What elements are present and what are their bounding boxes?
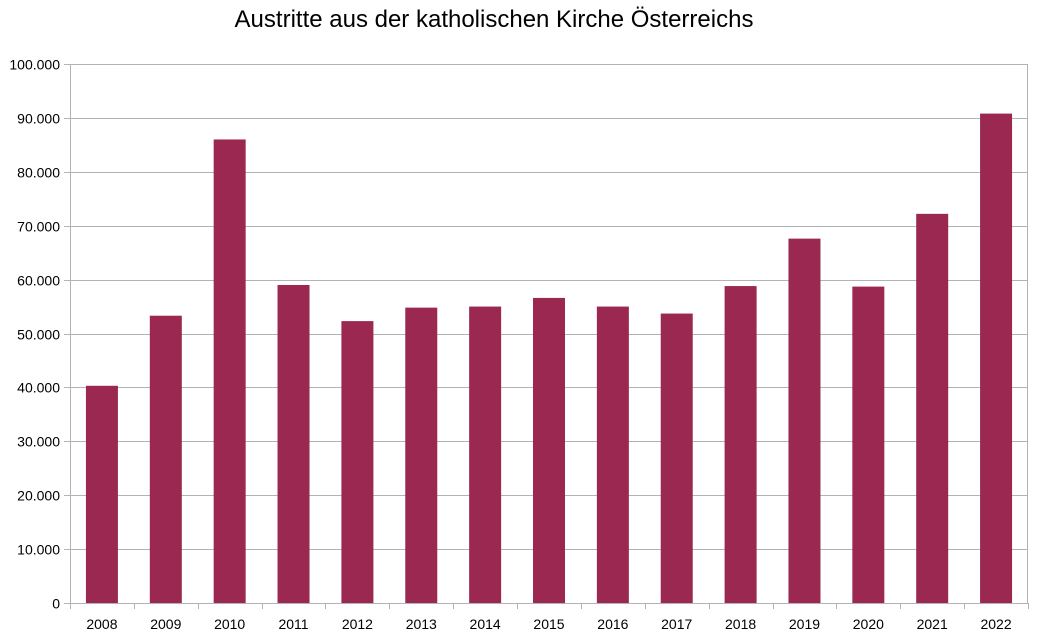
bar xyxy=(469,306,502,603)
y-tick-label: 60.000 xyxy=(17,273,60,289)
x-tick-label: 2008 xyxy=(86,616,117,632)
y-tick-label: 40.000 xyxy=(17,380,60,396)
bar xyxy=(533,297,565,603)
bar xyxy=(852,286,885,603)
bar xyxy=(788,238,821,604)
y-tick-label: 90.000 xyxy=(17,111,60,127)
x-tick-label: 2020 xyxy=(853,616,884,632)
x-tick-label: 2017 xyxy=(661,616,692,632)
bar xyxy=(596,306,629,603)
x-tick-label: 2012 xyxy=(342,616,373,632)
bar xyxy=(85,385,118,603)
x-tick-label: 2016 xyxy=(597,616,628,632)
x-tick-label: 2015 xyxy=(533,616,564,632)
bar xyxy=(341,321,374,603)
bar xyxy=(149,315,182,603)
y-tick-label: 50.000 xyxy=(17,327,60,343)
x-tick-label: 2011 xyxy=(278,616,308,632)
x-tick-label: 2013 xyxy=(406,616,437,632)
bar xyxy=(724,286,757,603)
x-tick-label: 2022 xyxy=(980,616,1011,632)
bar xyxy=(916,213,949,604)
y-tick-label: 80.000 xyxy=(17,165,60,181)
x-tick-label: 2010 xyxy=(214,616,245,632)
x-tick-label: 2021 xyxy=(917,616,948,632)
bar xyxy=(980,113,1013,603)
x-tick-label: 2014 xyxy=(470,616,501,632)
x-tick-label: 2009 xyxy=(150,616,181,632)
y-tick-label: 20.000 xyxy=(17,488,60,504)
y-tick-label: 0 xyxy=(52,596,60,612)
y-tick-label: 70.000 xyxy=(17,219,60,235)
bar xyxy=(277,284,310,603)
x-tick-label: 2019 xyxy=(789,616,820,632)
chart-title: Austritte aus der katholischen Kirche Ös… xyxy=(234,6,754,33)
bar xyxy=(405,307,438,603)
y-tick-label: 100.000 xyxy=(9,57,60,73)
y-tick-label: 10.000 xyxy=(17,542,60,558)
bar xyxy=(213,139,246,603)
x-tick-label: 2018 xyxy=(725,616,756,632)
y-tick-label: 30.000 xyxy=(17,434,60,450)
bar xyxy=(660,313,693,603)
